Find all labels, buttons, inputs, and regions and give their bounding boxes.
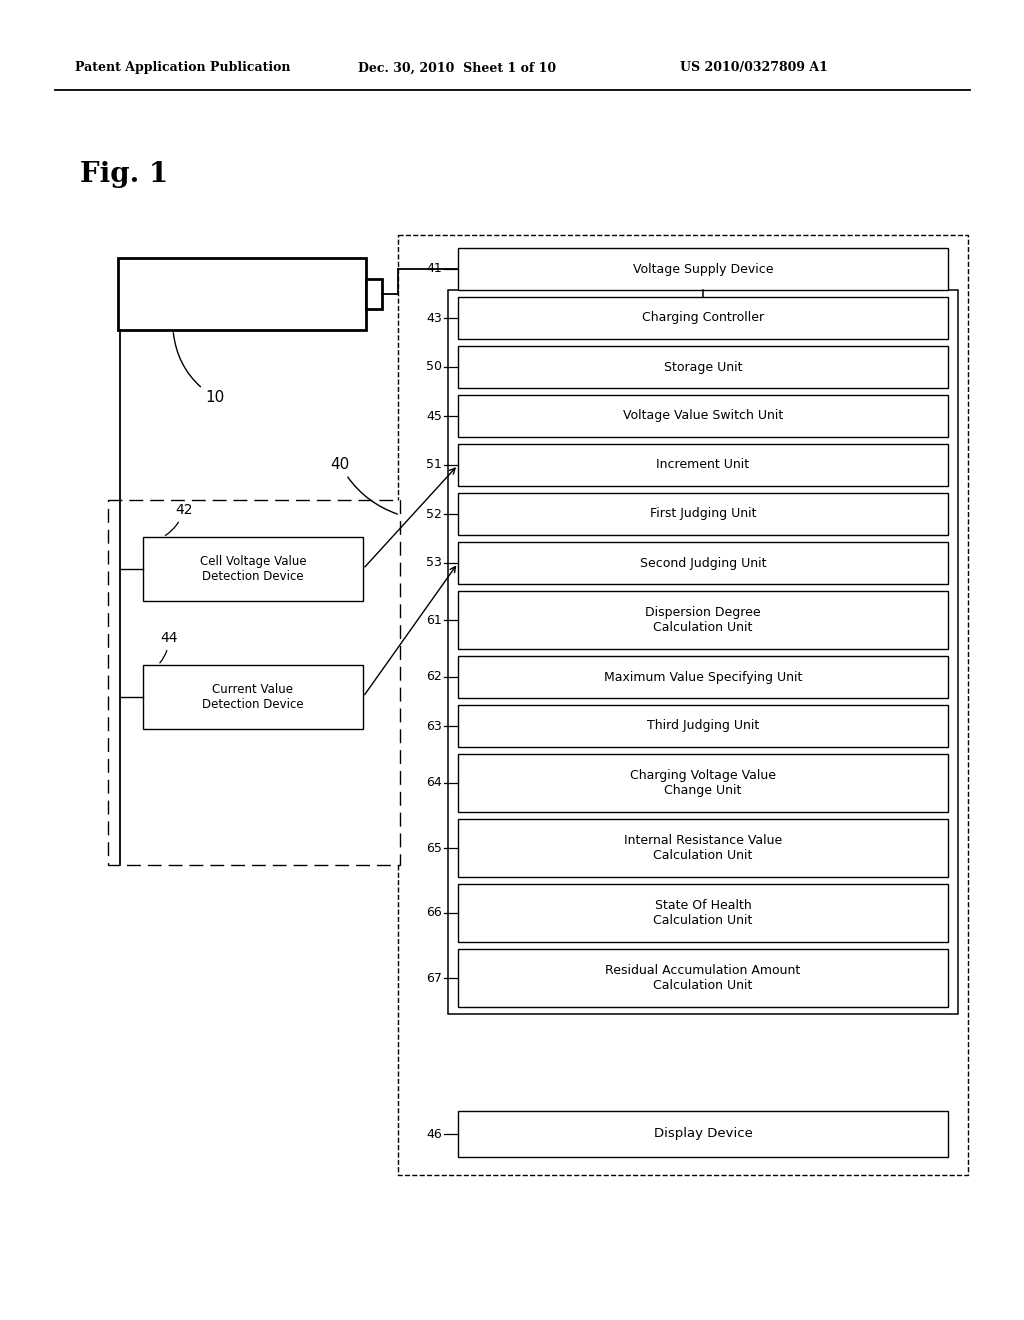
Text: Third Judging Unit: Third Judging Unit bbox=[647, 719, 759, 733]
Text: Internal Resistance Value
Calculation Unit: Internal Resistance Value Calculation Un… bbox=[624, 834, 782, 862]
Text: 53: 53 bbox=[426, 557, 442, 569]
Bar bbox=[458, 395, 948, 437]
Text: Dispersion Degree
Calculation Unit: Dispersion Degree Calculation Unit bbox=[645, 606, 761, 634]
Text: 50: 50 bbox=[426, 360, 442, 374]
Text: 62: 62 bbox=[426, 671, 442, 684]
Text: 42: 42 bbox=[165, 503, 193, 536]
Text: Display Device: Display Device bbox=[653, 1127, 753, 1140]
Bar bbox=[143, 665, 362, 729]
Text: 41: 41 bbox=[426, 263, 442, 276]
Bar bbox=[458, 949, 948, 1007]
Bar bbox=[458, 656, 948, 698]
Bar bbox=[458, 1111, 948, 1158]
Text: Patent Application Publication: Patent Application Publication bbox=[75, 62, 291, 74]
Text: Current Value
Detection Device: Current Value Detection Device bbox=[202, 682, 304, 711]
Text: 66: 66 bbox=[426, 907, 442, 920]
Bar bbox=[458, 492, 948, 535]
Bar bbox=[143, 537, 362, 601]
Text: 52: 52 bbox=[426, 507, 442, 520]
Text: 61: 61 bbox=[426, 614, 442, 627]
Text: State Of Health
Calculation Unit: State Of Health Calculation Unit bbox=[653, 899, 753, 927]
Bar bbox=[458, 248, 948, 290]
Text: 64: 64 bbox=[426, 776, 442, 789]
Text: First Judging Unit: First Judging Unit bbox=[650, 507, 757, 520]
Text: 45: 45 bbox=[426, 409, 442, 422]
Bar bbox=[398, 235, 968, 1175]
Text: US 2010/0327809 A1: US 2010/0327809 A1 bbox=[680, 62, 827, 74]
Bar bbox=[458, 543, 948, 583]
Bar bbox=[108, 500, 400, 865]
Bar bbox=[458, 818, 948, 876]
Text: 44: 44 bbox=[160, 631, 177, 663]
Bar bbox=[366, 279, 382, 309]
Bar bbox=[458, 346, 948, 388]
Bar bbox=[458, 444, 948, 486]
Text: Residual Accumulation Amount
Calculation Unit: Residual Accumulation Amount Calculation… bbox=[605, 964, 801, 993]
Text: 43: 43 bbox=[426, 312, 442, 325]
Text: Dec. 30, 2010  Sheet 1 of 10: Dec. 30, 2010 Sheet 1 of 10 bbox=[358, 62, 556, 74]
Text: 63: 63 bbox=[426, 719, 442, 733]
Text: Storage Unit: Storage Unit bbox=[664, 360, 742, 374]
Bar bbox=[458, 884, 948, 942]
Text: 46: 46 bbox=[426, 1127, 442, 1140]
Text: 10: 10 bbox=[173, 333, 224, 405]
Text: Voltage Value Switch Unit: Voltage Value Switch Unit bbox=[623, 409, 783, 422]
Text: 67: 67 bbox=[426, 972, 442, 985]
Text: Fig. 1: Fig. 1 bbox=[80, 161, 168, 189]
Bar bbox=[118, 257, 366, 330]
Bar bbox=[458, 754, 948, 812]
Text: Charging Voltage Value
Change Unit: Charging Voltage Value Change Unit bbox=[630, 770, 776, 797]
Text: 51: 51 bbox=[426, 458, 442, 471]
Text: Increment Unit: Increment Unit bbox=[656, 458, 750, 471]
Text: Voltage Supply Device: Voltage Supply Device bbox=[633, 263, 773, 276]
Text: Second Judging Unit: Second Judging Unit bbox=[640, 557, 766, 569]
Text: Maximum Value Specifying Unit: Maximum Value Specifying Unit bbox=[604, 671, 802, 684]
Bar bbox=[458, 297, 948, 339]
Bar bbox=[449, 290, 958, 1014]
Bar bbox=[458, 705, 948, 747]
Text: Cell Voltage Value
Detection Device: Cell Voltage Value Detection Device bbox=[200, 554, 306, 583]
Bar bbox=[458, 591, 948, 649]
Text: 65: 65 bbox=[426, 842, 442, 854]
Text: 40: 40 bbox=[331, 457, 397, 513]
Text: Charging Controller: Charging Controller bbox=[642, 312, 764, 325]
